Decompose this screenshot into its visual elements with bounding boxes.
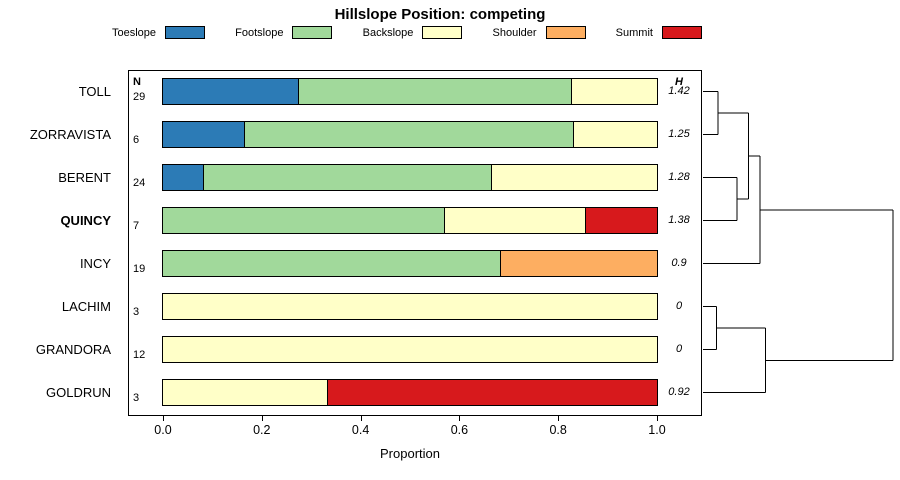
legend-swatch-summit (661, 26, 702, 39)
axis-tick-label: 0.2 (253, 423, 271, 437)
stacked-bar-lachim (162, 293, 658, 320)
n-value: 12 (133, 349, 146, 361)
chart-title: Hillslope Position: competing (334, 6, 546, 23)
row-label-berent: BERENT (58, 170, 111, 185)
n-value: 29 (133, 91, 146, 103)
legend-item-footslope: Footslope (235, 26, 333, 39)
stacked-bar-grandora (162, 336, 658, 363)
axis-tick-label: 0.4 (351, 423, 370, 437)
row-label-grandora: GRANDORA (35, 342, 111, 357)
axis-tick (261, 415, 263, 421)
legend-label: Summit (615, 26, 653, 39)
legend-item-shoulder: Shoulder (493, 26, 586, 39)
n-value: 6 (133, 134, 140, 146)
stacked-bar-quincy (162, 207, 658, 234)
bar-segment-toeslope (163, 79, 300, 104)
axis-tick-label: 0.6 (450, 423, 469, 437)
legend-item-toeslope: Toeslope (112, 26, 206, 39)
bar-segment-footslope (163, 208, 446, 233)
legend-label: Footslope (235, 26, 284, 39)
legend-swatch-backslope (422, 26, 463, 39)
bar-segment-summit (327, 380, 657, 405)
bar-segment-shoulder (500, 251, 657, 276)
row-label-quincy: QUINCY (60, 213, 111, 228)
stacked-bar-berent (162, 164, 658, 191)
n-value: 19 (133, 263, 146, 275)
legend-swatch-toeslope (165, 26, 206, 39)
n-value: 3 (133, 306, 140, 318)
bar-segment-summit (586, 208, 657, 233)
n-column-header: N (133, 76, 141, 88)
legend-label: Toeslope (112, 26, 157, 39)
axis-tick (459, 415, 461, 421)
row-label-incy: INCY (79, 256, 111, 271)
bar-segment-backslope (574, 122, 657, 147)
axis-tick (360, 415, 362, 421)
bar-segment-backslope (163, 380, 328, 405)
legend-swatch-shoulder (545, 26, 586, 39)
plot-area (128, 70, 702, 416)
h-value: 0.9 (671, 257, 687, 269)
bar-segment-backslope (163, 294, 657, 319)
h-value: 1.42 (668, 85, 690, 97)
bar-segment-backslope (163, 337, 657, 362)
row-label-lachim: LACHIM (61, 299, 111, 314)
stacked-bar-toll (162, 78, 658, 105)
bar-segment-footslope (245, 122, 575, 147)
n-value: 7 (133, 220, 140, 232)
bar-segment-footslope (163, 251, 501, 276)
row-label-toll: TOLL (78, 84, 111, 99)
axis-tick-label: 1.0 (648, 423, 666, 437)
bar-segment-footslope (299, 79, 573, 104)
axis-tick-label: 0.8 (549, 423, 567, 437)
bar-segment-footslope (204, 165, 492, 190)
legend-label: Shoulder (492, 26, 537, 39)
h-value: 0 (675, 343, 683, 355)
bar-segment-toeslope (163, 122, 246, 147)
h-value: 1.28 (668, 171, 690, 183)
legend-label: Backslope (362, 26, 414, 39)
h-value: 0.92 (668, 386, 690, 398)
row-label-goldrun: GOLDRUN (45, 385, 111, 400)
row-label-zorravista: ZORRAVISTA (29, 127, 111, 142)
axis-tick-label: 0.0 (154, 423, 172, 437)
h-column-header: H (675, 76, 683, 88)
h-value: 1.38 (668, 214, 690, 226)
n-value: 3 (133, 392, 140, 404)
legend-item-backslope: Backslope (363, 26, 463, 39)
h-value: 0 (675, 300, 683, 312)
bar-segment-backslope (572, 79, 657, 104)
stacked-bar-goldrun (162, 379, 658, 406)
stacked-bar-zorravista (162, 121, 658, 148)
axis-tick (657, 415, 658, 421)
stacked-bar-incy (162, 250, 658, 277)
h-value: 1.25 (668, 128, 690, 140)
dendrogram (703, 91, 894, 393)
bar-segment-backslope (445, 208, 587, 233)
legend-swatch-footslope (292, 26, 333, 39)
bar-segment-backslope (492, 165, 657, 190)
legend-item-summit: Summit (616, 26, 702, 39)
n-value: 24 (133, 177, 146, 189)
axis-tick (163, 415, 164, 421)
bar-segment-toeslope (163, 165, 204, 190)
axis-tick (558, 415, 560, 421)
legend: Toeslope Footslope Backslope Shoulder Summit (112, 26, 702, 39)
x-axis-label: Proportion (380, 446, 440, 461)
